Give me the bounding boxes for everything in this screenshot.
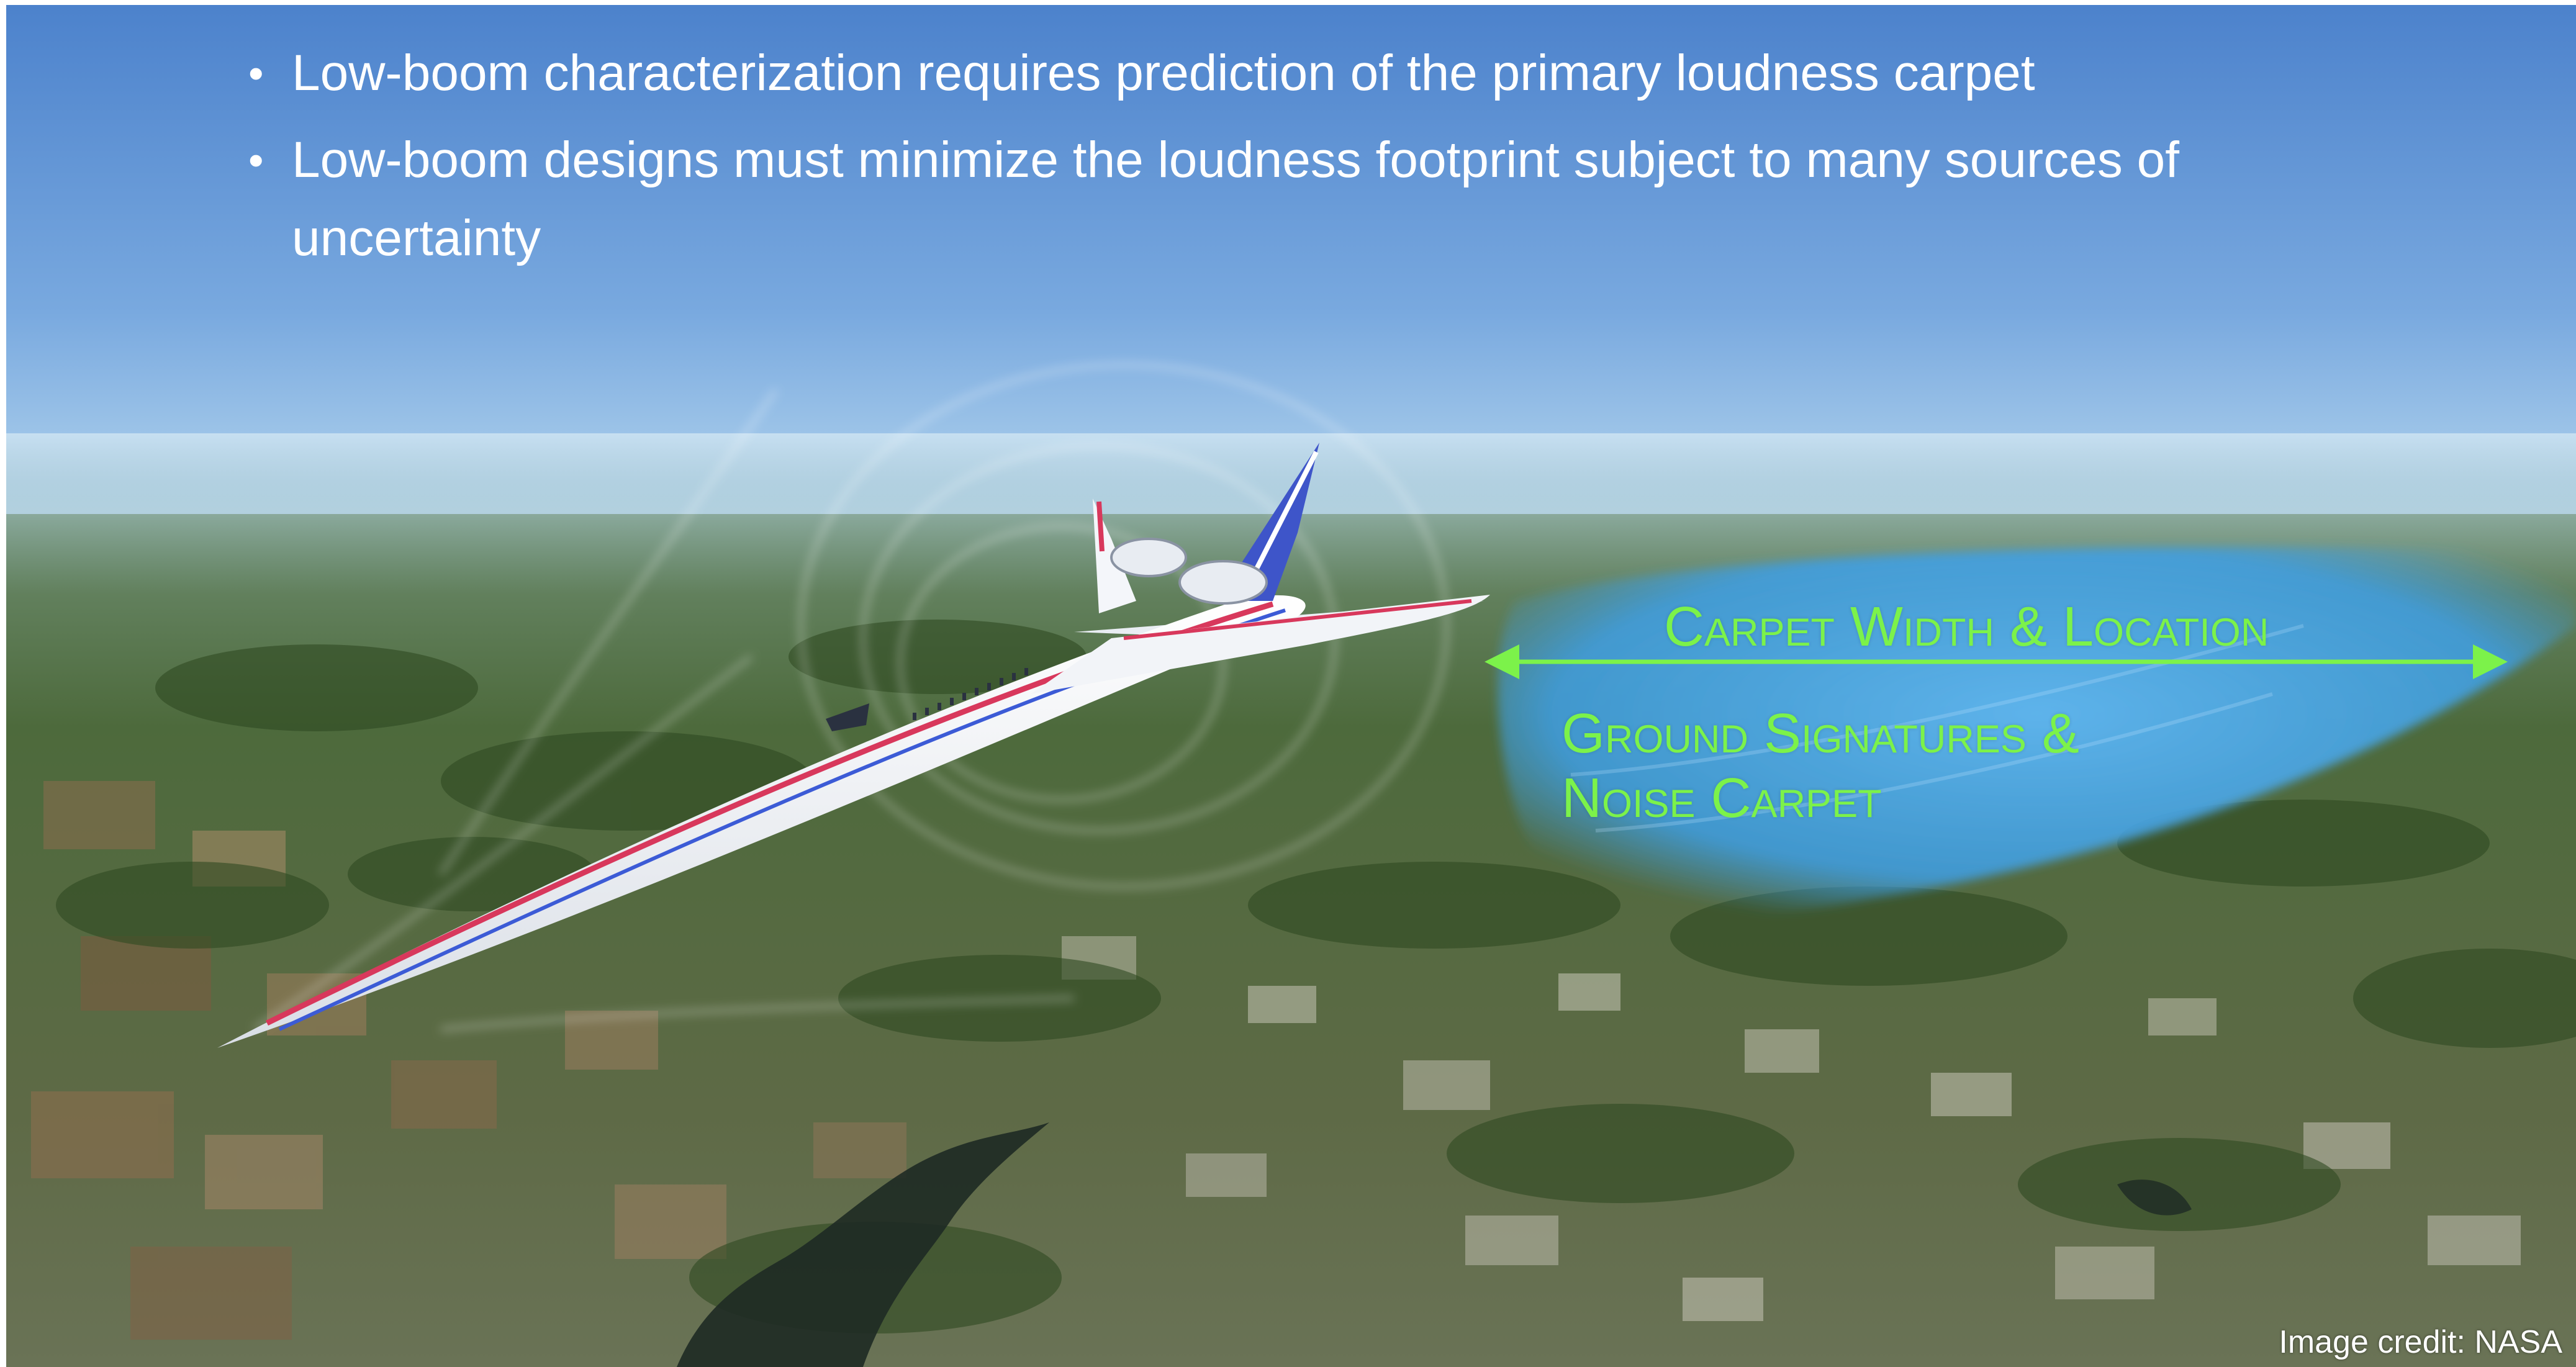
bullet-dot-icon: • — [248, 136, 264, 184]
ground-signatures-label: Ground Signatures & Noise Carpet — [1561, 702, 2079, 831]
lake — [677, 1122, 1049, 1367]
bullet-text: Low-boom designs must minimize the loudn… — [292, 132, 2180, 266]
aerial-scene — [6, 5, 2576, 1367]
bullet-item: • Low-boom characterization requires pre… — [242, 34, 2477, 112]
noise-carpet — [1498, 546, 2576, 918]
ground-signatures-line: Ground Signatures & — [1561, 703, 2079, 765]
bullet-item: • Low-boom designs must minimize the lou… — [242, 121, 2477, 277]
noise-carpet-line: Noise Carpet — [1561, 767, 1882, 829]
supersonic-aircraft — [217, 443, 1490, 1048]
shock-waves — [253, 363, 1449, 1032]
bullet-list: • Low-boom characterization requires pre… — [242, 34, 2477, 286]
carpet-width-label: Carpet Width & Location — [1664, 596, 2269, 658]
bullet-dot-icon: • — [248, 49, 264, 97]
bullet-text: Low-boom characterization requires predi… — [292, 45, 2035, 101]
farm-fields — [31, 781, 2521, 1340]
image-credit: Image credit: NASA — [2279, 1324, 2562, 1360]
scene-illustration — [6, 5, 2576, 1367]
